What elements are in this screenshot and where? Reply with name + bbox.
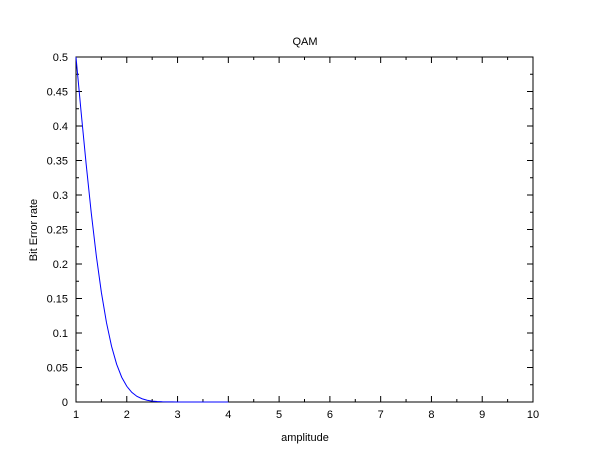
x-tick-label: 4 <box>225 409 231 421</box>
x-tick-label: 9 <box>479 409 485 421</box>
x-tick-label: 1 <box>73 409 79 421</box>
x-tick-label: 3 <box>174 409 180 421</box>
series-line <box>75 56 229 403</box>
x-tick-label: 7 <box>378 409 384 421</box>
y-tick-label: 0.1 <box>53 328 68 340</box>
x-tick-label: 8 <box>428 409 434 421</box>
y-tick-label: 0.25 <box>47 225 68 237</box>
y-tick-label: 0.45 <box>47 87 68 99</box>
y-tick-label: 0.15 <box>47 294 68 306</box>
x-axis-ticks: 1 2 3 4 5 6 7 8 9 10 <box>73 57 539 421</box>
y-tick-label: 0.3 <box>53 190 68 202</box>
y-tick-label: 0 <box>62 397 68 409</box>
x-tick-label: 10 <box>527 409 539 421</box>
x-tick-label: 5 <box>276 409 282 421</box>
x-tick-label: 6 <box>327 409 333 421</box>
chart-title: QAM <box>292 36 317 48</box>
x-tick-label: 2 <box>124 409 130 421</box>
y-axis-title: Bit Error rate <box>28 199 40 261</box>
y-tick-label: 0.05 <box>47 363 68 375</box>
y-tick-label: 0.35 <box>47 156 68 168</box>
x-axis-title: amplitude <box>281 432 329 444</box>
y-axis-ticks: 0 0.05 0.1 0.15 0.2 0.25 0.3 0.35 0.4 0.45 0.5 <box>47 52 533 409</box>
y-tick-label: 0.5 <box>53 52 68 64</box>
plot-frame <box>75 56 534 403</box>
series-layer <box>75 56 229 403</box>
y-tick-label: 0.2 <box>53 259 68 271</box>
y-tick-label: 0.4 <box>53 121 68 133</box>
